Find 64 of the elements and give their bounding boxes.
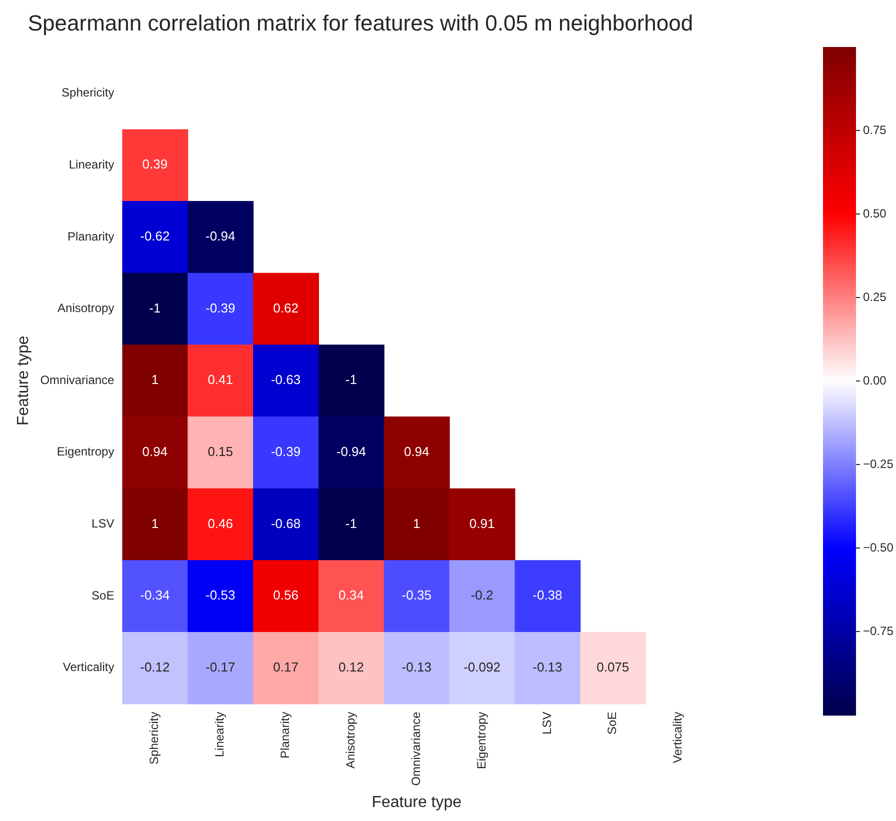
x-tick-label: Eigentropy — [474, 712, 488, 770]
x-tick-label: SoE — [605, 712, 620, 734]
data-label: 0.075 — [596, 659, 630, 674]
x-tick-label: Verticality — [670, 712, 685, 764]
y-tick-label: Sphericity — [62, 86, 114, 100]
x-tick-label: Omnivariance — [408, 711, 423, 786]
data-label: 0.12 — [338, 659, 364, 674]
data-label: 0.56 — [273, 588, 298, 603]
data-label: -0.62 — [140, 228, 170, 244]
x-tick-label: LSV — [540, 712, 554, 734]
data-label: 1 — [412, 516, 420, 531]
data-label: -1 — [149, 300, 161, 316]
color-bar-label: 0.00 — [863, 373, 887, 388]
data-label: 0.62 — [273, 300, 298, 316]
data-label: 1 — [151, 372, 159, 388]
x-tick-label: Sphericity — [147, 712, 162, 764]
data-label: 1 — [151, 516, 159, 531]
y-tick-label: Linearity — [68, 157, 114, 172]
data-label: -1 — [345, 372, 357, 388]
data-label: -0.092 — [464, 659, 500, 674]
x-tick-label: Planarity — [278, 712, 292, 758]
y-axis-title: Feature type — [15, 336, 32, 426]
chart-title: Spearmann correlation matrix for features with 0.05 m neighborhood — [28, 10, 694, 36]
y-tick-label: Anisotropy — [58, 301, 114, 316]
y-tick-label: Planarity — [68, 229, 114, 244]
data-label: -0.68 — [270, 516, 301, 531]
data-label: -0.34 — [140, 588, 170, 603]
x-tick-label: Linearity — [212, 712, 227, 758]
y-tick-label: Verticality — [62, 660, 114, 674]
data-label: 0.34 — [338, 588, 364, 603]
color-bar-label: 0.75 — [863, 122, 887, 137]
color-bar-label: −0.25 — [863, 456, 894, 471]
data-label: -1 — [345, 516, 357, 531]
y-tick-label: LSV — [92, 516, 114, 531]
y-tick-label: SoE — [92, 588, 114, 602]
data-label: -0.38 — [532, 588, 562, 603]
data-label: -0.94 — [336, 444, 366, 459]
y-tick-label: Eigentropy — [56, 444, 114, 459]
data-label: 0.41 — [208, 372, 234, 388]
x-axis-title: Feature type — [372, 794, 462, 811]
color-bar-label: −0.50 — [863, 540, 894, 554]
data-label: 0.91 — [469, 516, 495, 531]
data-label: -0.13 — [402, 659, 432, 674]
x-tick-label: Anisotropy — [344, 712, 358, 768]
data-label: -0.13 — [532, 659, 562, 674]
data-label: 0.39 — [142, 156, 168, 172]
data-label: -0.12 — [140, 659, 170, 674]
data-label: 0.46 — [208, 516, 234, 531]
color-bar-label: −0.75 — [863, 624, 894, 638]
data-label: -0.2 — [470, 588, 494, 603]
data-label: -0.94 — [206, 228, 236, 244]
y-tick-label: Omnivariance — [40, 372, 115, 387]
data-label: -0.63 — [270, 372, 301, 388]
color-bar-label: 0.25 — [863, 290, 887, 304]
data-label: 0.94 — [142, 444, 168, 459]
data-label: -0.39 — [270, 444, 301, 459]
color-bar-label: 0.50 — [863, 206, 887, 220]
data-label: -0.53 — [206, 588, 236, 603]
data-label: -0.17 — [206, 659, 236, 674]
data-label: -0.35 — [402, 588, 432, 603]
data-label: 0.94 — [404, 444, 430, 459]
data-label: -0.39 — [206, 300, 236, 316]
data-label: 0.15 — [208, 444, 234, 459]
data-label: 0.17 — [273, 659, 298, 674]
